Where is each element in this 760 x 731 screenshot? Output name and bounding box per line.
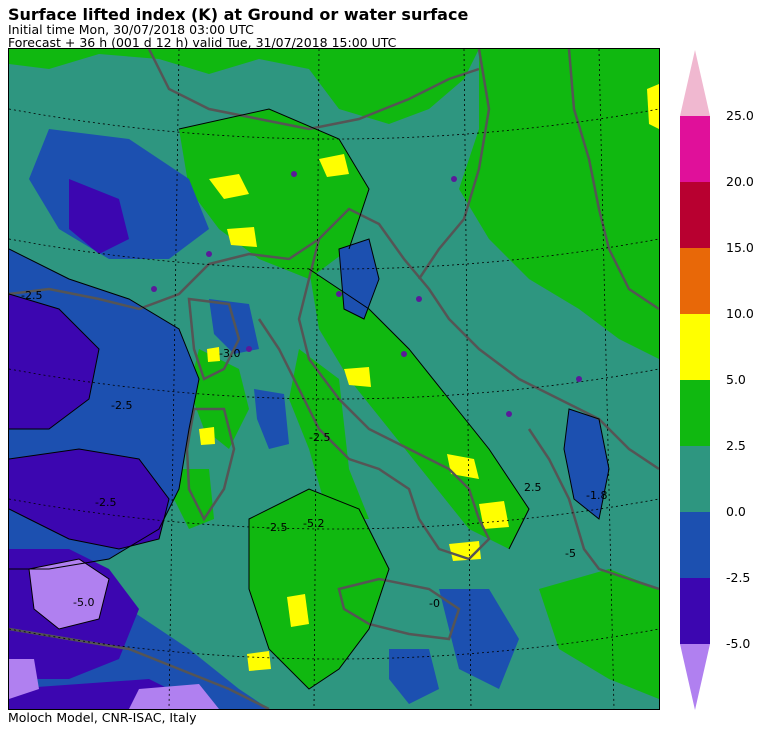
map-panel: -2.5 -2.5 -2.5 -3.0 -2.5 -2.5 -5.2 -5.0 … [8,48,660,710]
coastlines [9,49,659,709]
legend-label: 15.0 [726,240,754,255]
colorbar-bottom-arrow [680,644,710,710]
forecast-time: Forecast + 36 h (001 d 12 h) valid Tue, … [8,35,397,50]
field-yellow-areas [199,84,659,671]
model-credit: Moloch Model, CNR-ISAC, Italy [8,710,197,725]
legend-label: -5.0 [726,636,751,651]
contour-label: -5.2 [303,517,324,530]
contour-label-group: -2.5 -2.5 -2.5 -3.0 -2.5 -2.5 -5.2 -5.0 … [21,289,607,610]
colorbar-bin [680,380,710,446]
color-legend: 25.0 20.0 15.0 10.0 5.0 2.5 0.0 -2.5 -5.… [680,48,760,712]
colorbar [680,50,710,710]
field-lavender-areas [9,559,219,709]
legend-label: 5.0 [726,372,746,387]
contour-label: -3.0 [219,347,240,360]
colorbar-bin [680,314,710,380]
colorbar-bin [680,116,710,182]
chart-title: Surface lifted index (K) at Ground or wa… [8,5,469,24]
contour-label: -2.5 [266,521,287,534]
contour-label: 2.5 [524,481,542,494]
initial-time: Initial time Mon, 30/07/2018 03:00 UTC [8,22,254,37]
contour-label: -5.0 [73,596,94,609]
contour-label: -2.5 [309,431,330,444]
contour-label: -5 [565,547,576,560]
contour-label: -2.5 [95,496,116,509]
legend-label: 2.5 [726,438,746,453]
legend-label: -2.5 [726,570,751,585]
legend-label: 10.0 [726,306,754,321]
legend-label: 0.0 [726,504,746,519]
station-dots [151,171,582,417]
graticule [9,49,659,709]
colorbar-bin [680,512,710,578]
colorbar-bin [680,248,710,314]
legend-label: 25.0 [726,108,754,123]
colorbar-bin [680,578,710,644]
colorbar-bin [680,446,710,512]
contour-label: -1.8 [586,489,607,502]
contour-lines [9,108,610,690]
contour-label: -2.5 [21,289,42,302]
contour-label: -2.5 [111,399,132,412]
legend-label: 20.0 [726,174,754,189]
colorbar-top-arrow [680,50,710,116]
contour-label: -0 [429,597,440,610]
colorbar-bin [680,182,710,248]
lifted-index-map: -2.5 -2.5 -2.5 -3.0 -2.5 -2.5 -5.2 -5.0 … [9,49,659,709]
